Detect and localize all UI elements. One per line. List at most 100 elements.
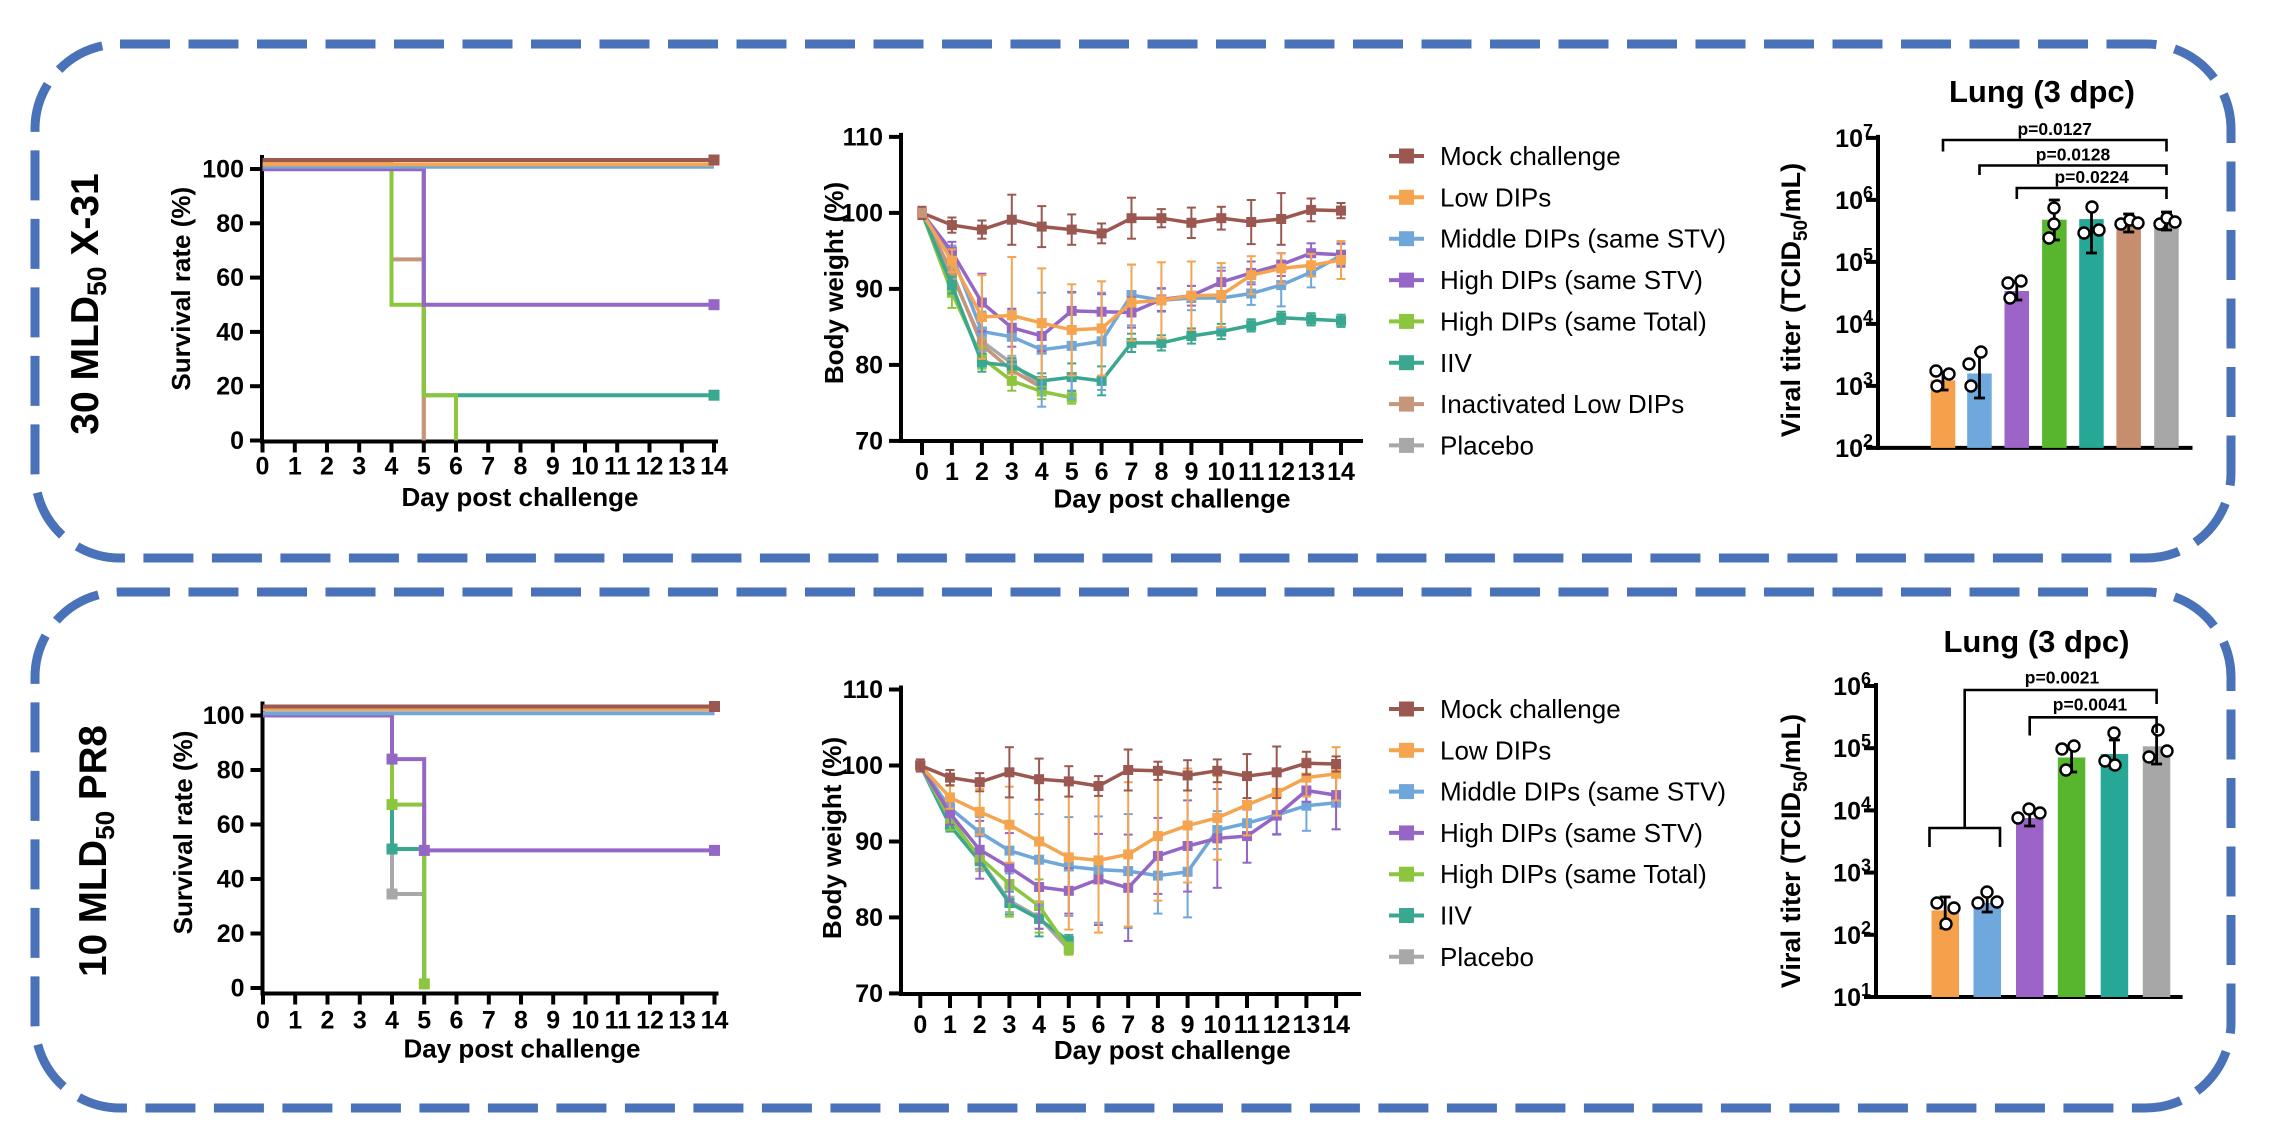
svg-text:High DIPs (same Total): High DIPs (same Total) (1440, 306, 1707, 336)
svg-text:13: 13 (1292, 1011, 1320, 1039)
svg-text:9: 9 (546, 453, 560, 481)
svg-text:Day post challenge: Day post challenge (404, 1034, 641, 1064)
svg-text:100: 100 (202, 156, 244, 184)
svg-text:6: 6 (450, 1006, 464, 1034)
svg-text:11: 11 (604, 453, 631, 481)
svg-text:Placebo: Placebo (1440, 430, 1534, 460)
svg-text:0: 0 (913, 1011, 927, 1039)
svg-text:Low DIPs: Low DIPs (1440, 735, 1551, 765)
svg-text:80: 80 (217, 757, 245, 785)
svg-text:0: 0 (256, 1006, 270, 1034)
svg-text:6: 6 (1092, 1011, 1106, 1039)
svg-text:106: 106 (1833, 669, 1871, 701)
svg-text:11: 11 (1234, 1011, 1261, 1039)
svg-text:20: 20 (216, 373, 244, 401)
svg-text:20: 20 (217, 920, 245, 948)
svg-text:Low DIPs: Low DIPs (1440, 182, 1551, 212)
svg-text:14: 14 (700, 453, 728, 481)
svg-text:40: 40 (217, 866, 245, 894)
svg-text:Survival rate (%): Survival rate (%) (168, 731, 198, 935)
svg-text:0: 0 (230, 427, 244, 455)
svg-text:10 MLD50 PR8: 10 MLD50 PR8 (72, 725, 120, 977)
svg-text:3: 3 (353, 1006, 367, 1034)
svg-text:9: 9 (1181, 1011, 1195, 1039)
svg-text:12: 12 (1263, 1011, 1291, 1039)
svg-text:Body weight (%): Body weight (%) (817, 737, 847, 939)
svg-text:10: 10 (1207, 458, 1235, 486)
svg-text:105: 105 (1835, 245, 1873, 277)
svg-text:60: 60 (217, 811, 245, 839)
svg-text:100: 100 (841, 199, 883, 227)
svg-text:Survival rate (%): Survival rate (%) (166, 187, 196, 391)
svg-text:0: 0 (915, 458, 929, 486)
svg-text:2: 2 (320, 453, 334, 481)
svg-text:13: 13 (668, 453, 696, 481)
svg-text:7: 7 (482, 1006, 496, 1034)
svg-text:1: 1 (288, 1006, 302, 1034)
svg-text:5: 5 (417, 453, 431, 481)
svg-text:3: 3 (352, 453, 366, 481)
svg-text:IIV: IIV (1440, 901, 1472, 931)
svg-text:8: 8 (1154, 458, 1168, 486)
svg-text:1: 1 (288, 453, 302, 481)
svg-text:9: 9 (546, 1006, 560, 1034)
svg-text:104: 104 (1835, 307, 1873, 339)
svg-text:8: 8 (1151, 1011, 1165, 1039)
svg-text:p=0.0127: p=0.0127 (2017, 119, 2091, 139)
svg-text:Day post challenge: Day post challenge (1054, 1035, 1291, 1065)
svg-text:12: 12 (636, 1006, 664, 1034)
svg-text:10: 10 (571, 453, 599, 481)
svg-text:Body weight (%): Body weight (%) (819, 182, 849, 384)
svg-text:100: 100 (203, 702, 245, 730)
svg-text:4: 4 (385, 1006, 399, 1034)
svg-text:Mock challenge: Mock challenge (1440, 694, 1621, 724)
svg-text:Lung (3 dpc): Lung (3 dpc) (1949, 74, 2135, 109)
svg-text:1: 1 (943, 1011, 957, 1039)
svg-text:10: 10 (572, 1006, 600, 1034)
svg-text:p=0.0021: p=0.0021 (2025, 668, 2100, 688)
svg-text:p=0.0128: p=0.0128 (2036, 145, 2111, 165)
svg-text:40: 40 (216, 318, 244, 346)
svg-text:5: 5 (1065, 458, 1079, 486)
svg-text:105: 105 (1833, 731, 1871, 763)
svg-text:14: 14 (1322, 1011, 1350, 1039)
svg-text:30 MLD50 X-31: 30 MLD50 X-31 (64, 173, 112, 434)
svg-text:107: 107 (1835, 121, 1873, 153)
svg-text:Middle DIPs (same STV): Middle DIPs (same STV) (1440, 777, 1726, 807)
svg-text:101: 101 (1833, 980, 1871, 1012)
svg-text:0: 0 (231, 975, 245, 1003)
svg-text:Viral titer (TCID50/mL): Viral titer (TCID50/mL) (1776, 163, 1812, 437)
svg-text:100: 100 (841, 752, 883, 780)
svg-text:103: 103 (1833, 856, 1871, 888)
svg-text:3: 3 (1005, 458, 1019, 486)
svg-text:8: 8 (514, 453, 528, 481)
svg-text:6: 6 (1095, 458, 1109, 486)
svg-text:110: 110 (843, 676, 883, 704)
svg-text:7: 7 (481, 453, 495, 481)
svg-text:1: 1 (945, 458, 959, 486)
svg-text:5: 5 (417, 1006, 431, 1034)
svg-text:2: 2 (321, 1006, 335, 1034)
svg-text:102: 102 (1833, 918, 1871, 950)
svg-text:6: 6 (449, 453, 463, 481)
svg-text:4: 4 (1032, 1011, 1046, 1039)
svg-text:70: 70 (855, 427, 883, 455)
svg-text:3: 3 (1002, 1011, 1016, 1039)
svg-text:2: 2 (973, 1011, 987, 1039)
svg-text:5: 5 (1062, 1011, 1076, 1039)
svg-text:High DIPs (same Total): High DIPs (same Total) (1440, 859, 1707, 889)
svg-text:13: 13 (668, 1006, 696, 1034)
svg-text:14: 14 (1327, 458, 1355, 486)
svg-text:p=0.0224: p=0.0224 (2054, 167, 2129, 187)
svg-text:p=0.0041: p=0.0041 (2053, 695, 2128, 715)
svg-text:Middle DIPs (same STV): Middle DIPs (same STV) (1440, 224, 1726, 254)
svg-text:4: 4 (1035, 458, 1049, 486)
svg-text:14: 14 (701, 1006, 729, 1034)
svg-text:12: 12 (636, 453, 664, 481)
svg-text:9: 9 (1184, 458, 1198, 486)
svg-text:IIV: IIV (1440, 348, 1472, 378)
svg-text:10: 10 (1203, 1011, 1231, 1039)
svg-text:70: 70 (855, 980, 883, 1008)
svg-text:103: 103 (1835, 369, 1873, 401)
svg-text:102: 102 (1835, 431, 1873, 463)
